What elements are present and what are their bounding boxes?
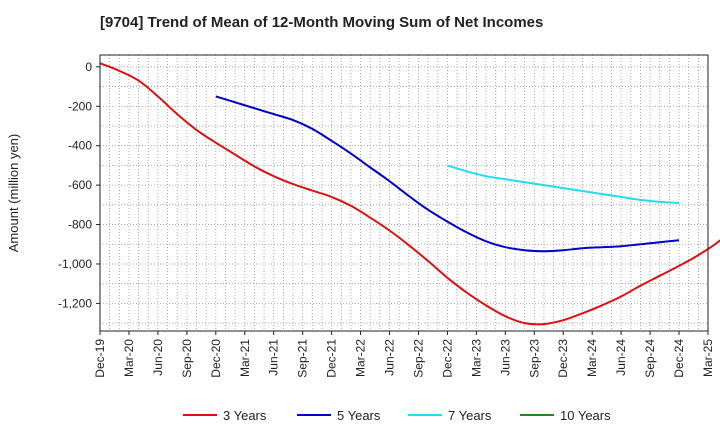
x-tick-label: Sep-20 <box>180 339 194 378</box>
y-tick-label: -800 <box>68 218 92 232</box>
plot-frame <box>99 54 709 332</box>
series-line-5-years <box>215 95 680 253</box>
y-tick-label: -200 <box>68 99 92 113</box>
x-tick-label: Sep-22 <box>411 339 425 378</box>
x-tick-label: Jun-22 <box>383 339 397 376</box>
chart-title: [9704] Trend of Mean of 12-Month Moving … <box>100 14 544 31</box>
x-tick-label: Mar-20 <box>122 339 136 377</box>
x-tick-label: Jun-24 <box>614 339 628 376</box>
x-tick-label: Mar-24 <box>585 339 599 377</box>
x-tick-label: Dec-23 <box>556 339 570 378</box>
x-tick-label: Dec-19 <box>93 339 107 378</box>
y-tick-label: -600 <box>68 178 92 192</box>
x-tick-label: Mar-23 <box>469 339 483 377</box>
x-tick-label: Dec-24 <box>672 339 686 378</box>
x-tick-label: Sep-21 <box>296 339 310 378</box>
y-tick-label: -1,000 <box>58 257 92 271</box>
series-line-7-years <box>447 164 680 204</box>
y-axis-title: Amount (million yen) <box>6 134 21 253</box>
y-tick-label: 0 <box>85 60 92 74</box>
x-axis: Dec-19 Mar-20 Jun-20 Sep-20 Dec-20 Mar-21 Jun-… <box>93 331 715 378</box>
x-tick-label: Jun-23 <box>498 339 512 376</box>
y-tick-label: -1,200 <box>58 296 92 310</box>
x-tick-label: Jun-21 <box>267 339 281 376</box>
series-line-3-years <box>99 62 720 326</box>
y-tick-label: -400 <box>68 139 92 153</box>
x-tick-label: Mar-22 <box>354 339 368 377</box>
x-tick-label: Sep-23 <box>527 339 541 378</box>
y-axis: 0 -200 -400 -600 -800 -1,000 -1,200 <box>58 60 100 310</box>
legend-label: 10 Years <box>560 408 611 423</box>
legend: 3 Years 5 Years 7 Years 10 Years <box>183 408 611 423</box>
legend-label: 5 Years <box>337 408 381 423</box>
x-tick-label: Mar-21 <box>238 339 252 377</box>
series-lines <box>99 62 720 326</box>
x-tick-label: Mar-25 <box>701 339 715 377</box>
legend-label: 3 Years <box>223 408 267 423</box>
x-tick-label: Dec-20 <box>209 339 223 378</box>
x-tick-label: Sep-24 <box>643 339 657 378</box>
x-tick-label: Dec-21 <box>325 339 339 378</box>
x-tick-label: Jun-20 <box>151 339 165 376</box>
grid <box>100 55 708 331</box>
x-tick-label: Dec-22 <box>440 339 454 378</box>
legend-label: 7 Years <box>448 408 492 423</box>
